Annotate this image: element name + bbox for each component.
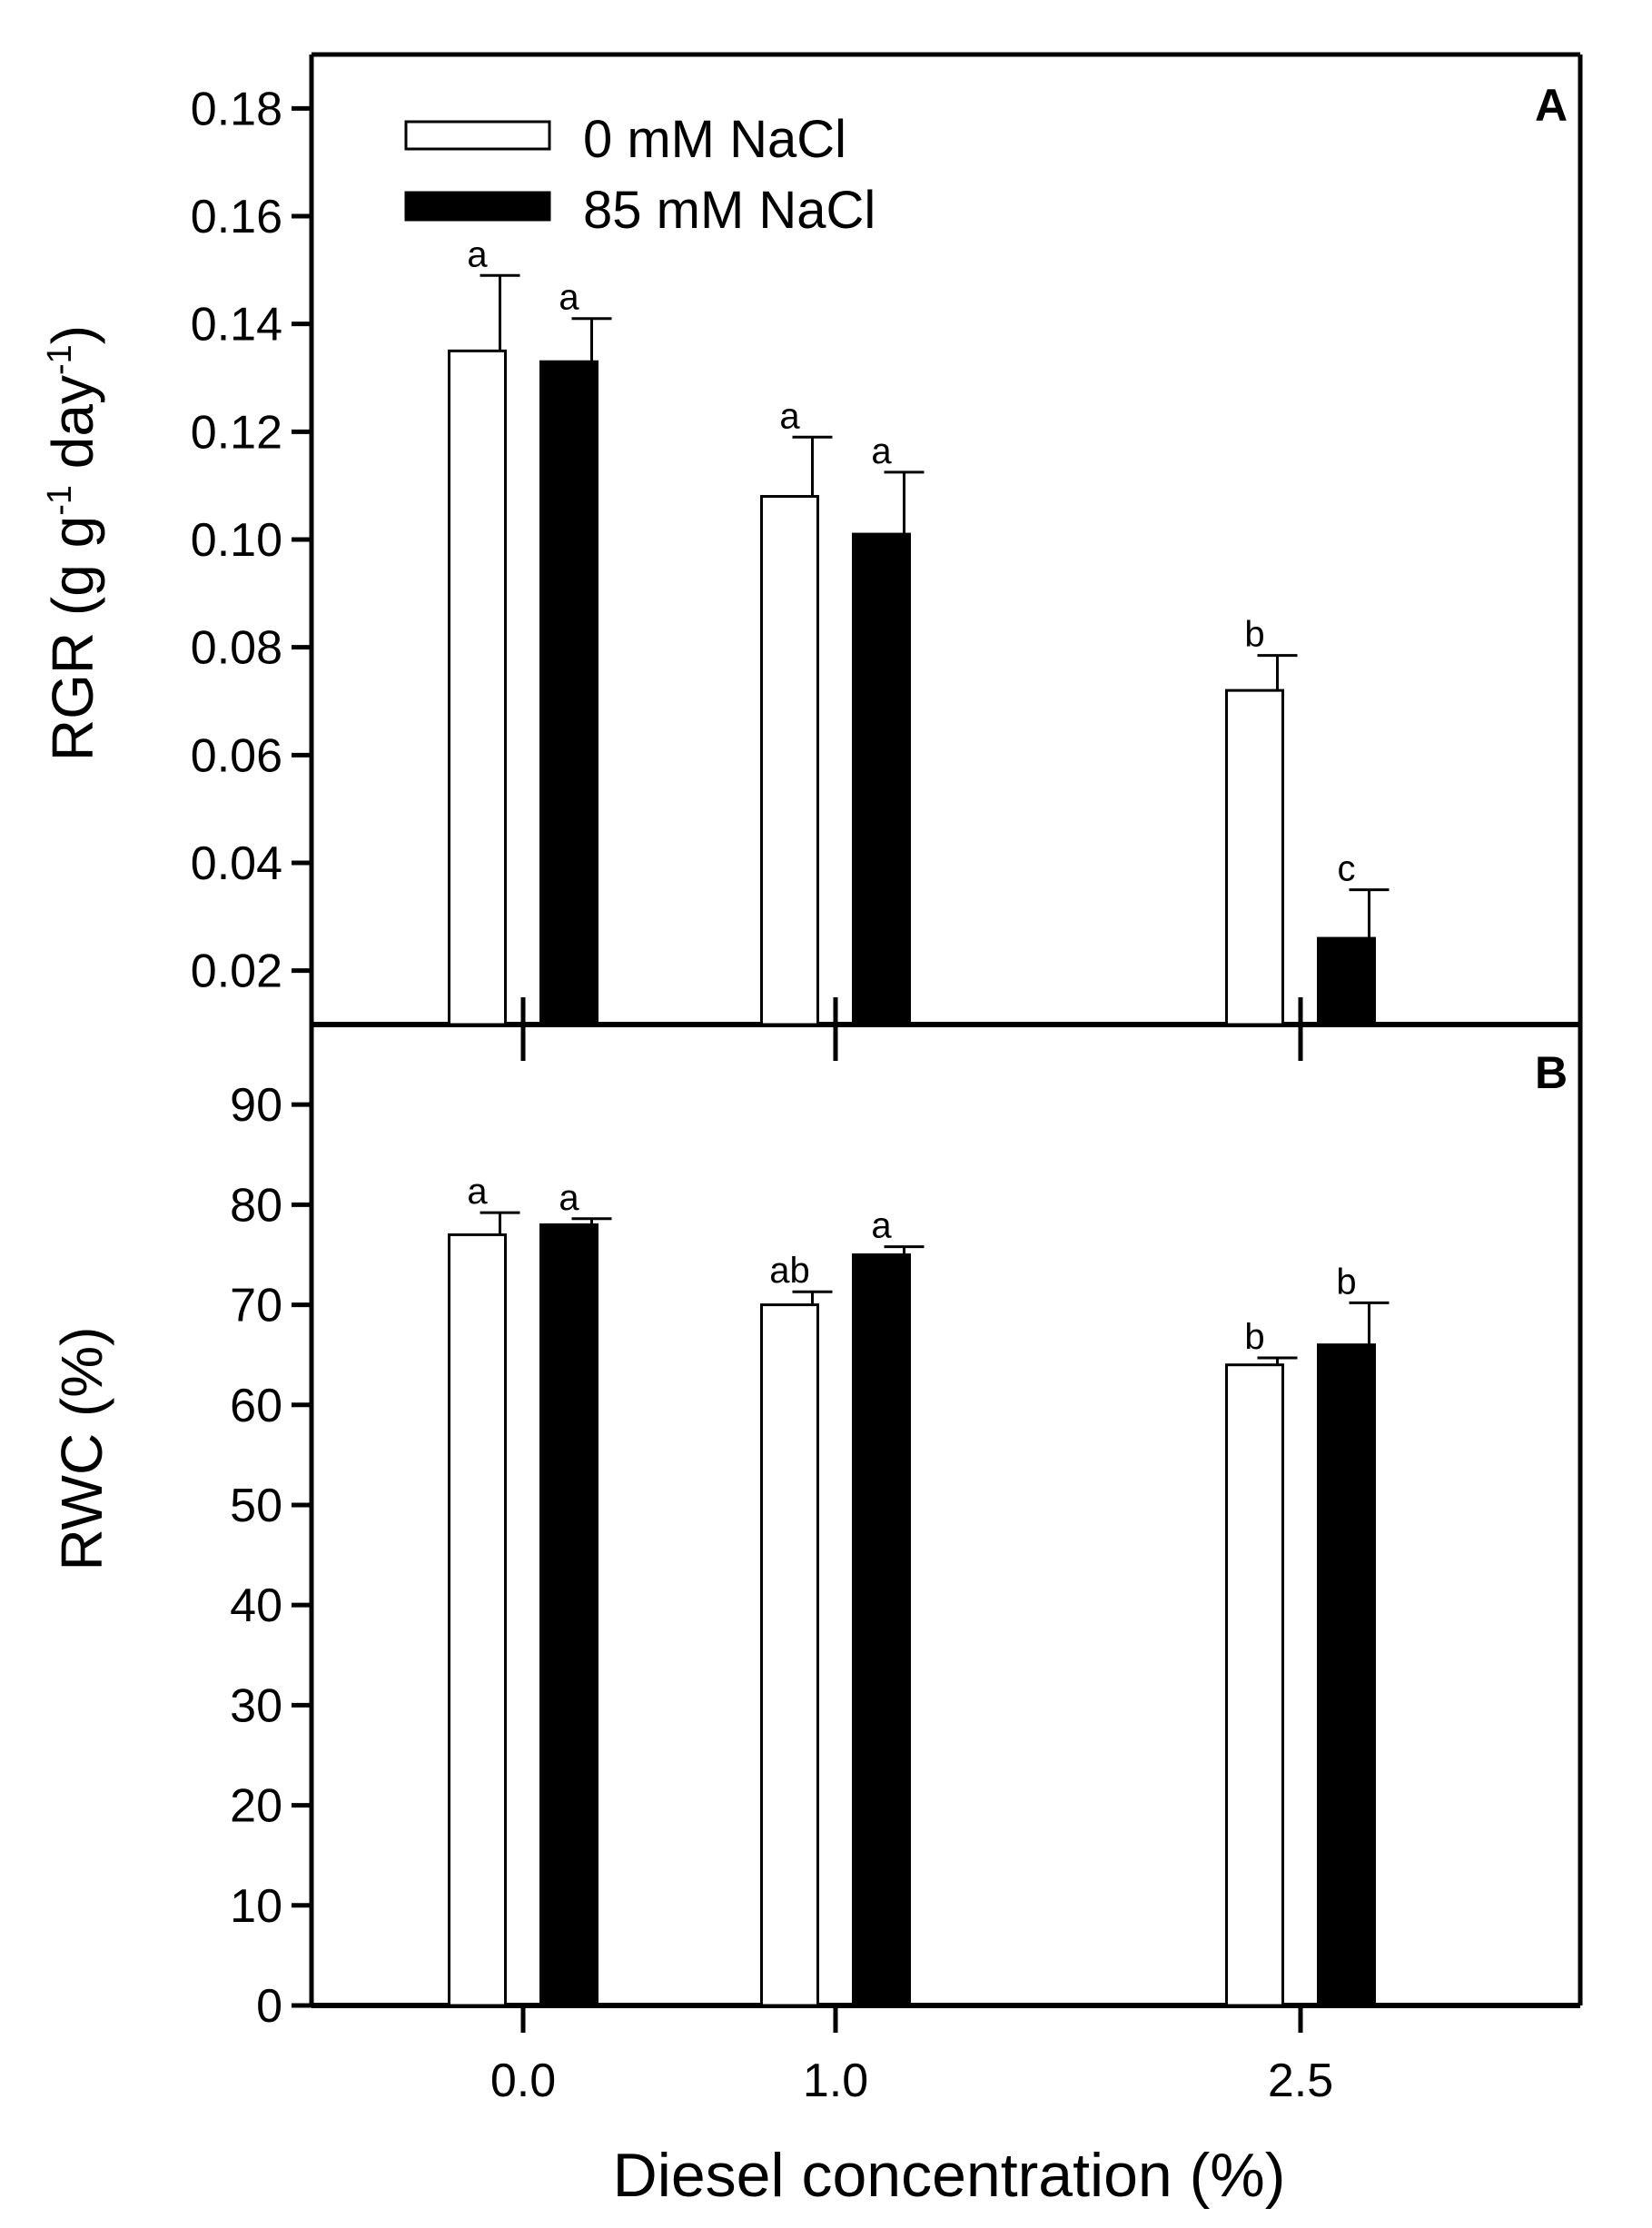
y-tick-label: 0.04: [191, 837, 282, 890]
y-tick-label: 0.12: [191, 406, 282, 459]
significance-letter: a: [779, 396, 800, 436]
panel-label-b: B: [1535, 1047, 1568, 1098]
x-tick-label: 1.0: [803, 2055, 868, 2107]
y-tick-label: 40: [230, 1579, 282, 1632]
y-tick-label: 30: [230, 1679, 282, 1732]
legend-swatch-0mm: [404, 120, 551, 151]
x-axis-title: Diesel concentration (%): [613, 2141, 1286, 2210]
x-tick-label: 2.5: [1268, 2055, 1333, 2107]
bar: [852, 1253, 911, 2007]
bar: [1225, 1363, 1284, 2007]
y-tick-label: 60: [230, 1380, 282, 1432]
y-tick-label: 10: [230, 1880, 282, 1933]
x-tick-label: 0.0: [490, 2055, 556, 2107]
y-tick-label: 0.14: [191, 299, 282, 352]
legend: 0 mM NaCl 85 mM NaCl: [404, 110, 875, 240]
y-axis-title-rwc: RWC (%): [49, 1327, 114, 1571]
bar: [539, 360, 598, 1026]
significance-letter: ab: [769, 1251, 810, 1291]
bar: [1317, 936, 1376, 1026]
significance-letter: a: [871, 1206, 892, 1246]
bar: [539, 1223, 598, 2007]
bar: [852, 532, 911, 1026]
y-tick-label: 80: [230, 1179, 282, 1232]
y-tick-label: 0.18: [191, 83, 282, 135]
legend-swatch-85mm: [404, 191, 551, 222]
y-axis-title-rgr: RGR (g g-1 day-1): [40, 325, 105, 761]
bar: [448, 1233, 507, 2007]
significance-letter: b: [1336, 1262, 1356, 1302]
panel-a: 0.02 0.04 0.06 0.08 0.10 0.12 0.14 0.16 0.18 a a b a…: [191, 52, 1583, 1061]
legend-label-0mm: 0 mM NaCl: [583, 110, 846, 169]
y-tick-label: 0.06: [191, 729, 282, 782]
significance-letter: b: [1244, 1317, 1264, 1357]
significance-letter: c: [1338, 849, 1356, 889]
bar: [760, 1303, 819, 2007]
significance-letter: b: [1244, 615, 1264, 655]
bar: [448, 349, 507, 1026]
y-tick-label: 20: [230, 1780, 282, 1833]
bar: [760, 495, 819, 1026]
bar: [1225, 688, 1284, 1026]
legend-label-85mm: 85 mM NaCl: [583, 181, 875, 240]
y-tick-label: 50: [230, 1480, 282, 1532]
y-tick-label: 70: [230, 1280, 282, 1332]
y-tick-label: 90: [230, 1079, 282, 1132]
significance-letter: a: [559, 1178, 579, 1218]
y-tick-label: 0.02: [191, 946, 282, 998]
significance-letter: a: [871, 431, 892, 471]
significance-letter: a: [467, 1172, 488, 1212]
panel-label-a: A: [1535, 80, 1568, 131]
significance-letter: a: [559, 278, 579, 318]
y-tick-label: 0.16: [191, 191, 282, 243]
y-tick-label: 0.10: [191, 514, 282, 567]
y-tick-label: 0.08: [191, 622, 282, 675]
y-tick-label: 0: [256, 1980, 282, 2033]
bar: [1317, 1343, 1376, 2007]
significance-letter: a: [467, 234, 488, 274]
